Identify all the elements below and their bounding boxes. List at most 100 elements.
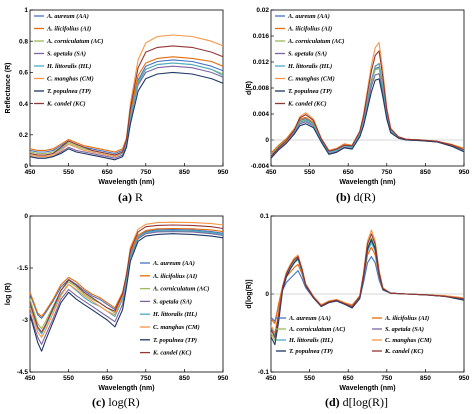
x-tick-label: 650 — [343, 169, 354, 176]
legend: A. aureum (AA) A. ilicifolius (AI) A. corn… — [275, 13, 345, 108]
series-line-2 — [270, 246, 465, 325]
panel-caption-text: log(R) — [105, 395, 139, 409]
chart-panel-4: 450 550 650 750 850 950 -0.1 0 0.1 Wavelength (nm… — [246, 213, 470, 409]
panel-caption-text: d[log(R)] — [340, 395, 388, 409]
legend-entry: C. manghas (CM) — [153, 324, 200, 331]
series-line-2 — [29, 56, 224, 153]
legend-entry: A. aureum (AA) — [287, 13, 330, 20]
series-line-4 — [29, 65, 224, 159]
y-axis-label: log (R) — [5, 283, 12, 305]
x-tick-label: 550 — [63, 375, 74, 382]
legend-entry: S. apetala (SA) — [153, 298, 192, 305]
series-line-8 — [29, 45, 224, 156]
legend-entry: H. littoralis (HL) — [46, 63, 91, 70]
x-tick-label: 450 — [25, 169, 36, 176]
series-line-5 — [29, 230, 224, 335]
x-tick-label: 550 — [63, 169, 74, 176]
legend-entry: H. littoralis (HL) — [152, 311, 197, 318]
x-tick-label: 850 — [179, 375, 190, 382]
legend-entry: A. ilicifolius (AI) — [384, 315, 429, 322]
y-tick-label: 0 — [24, 163, 28, 170]
series-line-7 — [270, 78, 465, 159]
x-axis-label: Wavelength (nm) — [339, 385, 395, 392]
series-line-1 — [29, 228, 224, 319]
legend-entry: S. apetala (SA) — [47, 51, 86, 58]
y-tick-label: -0.1 — [258, 369, 270, 376]
legend-entry: S. apetala (SA) — [288, 51, 327, 58]
legend: A. aureum (AA) A. ilicifolius (AI) A. corn… — [34, 13, 104, 108]
legend-entry: H. littoralis (HL) — [288, 337, 333, 344]
plot-frame — [29, 9, 224, 167]
y-tick-label: 0.016 — [253, 33, 270, 40]
panel-caption-letter: (a) — [118, 190, 132, 204]
chart-panel-3: 450 550 650 750 850 950 -4.5 -3 -1.5 0 Wavelength … — [5, 213, 229, 409]
panel-caption: (b) d(R) — [336, 190, 376, 204]
y-tick-label: 0.008 — [253, 85, 270, 92]
y-axis-label: Reflectance (R) — [5, 63, 12, 114]
legend-entry: S. apetala (SA) — [385, 326, 424, 333]
series-line-7 — [29, 233, 224, 352]
x-tick-label: 450 — [25, 375, 36, 382]
legend-entry: A. corniculatum (AC) — [288, 326, 346, 333]
y-axis-label: d[log(R)] — [246, 279, 253, 308]
legend-entry: A. aureum (AA) — [46, 13, 89, 20]
y-tick-label: 0 — [24, 213, 28, 220]
y-tick-label: 0.8 — [19, 38, 28, 45]
y-tick-label: -0.004 — [251, 163, 270, 170]
legend-entry: C. manghas (CM) — [288, 76, 335, 83]
y-tick-label: 1 — [24, 7, 28, 14]
legend-entry: A. ilicifolius (AI) — [152, 273, 197, 280]
x-tick-label: 450 — [266, 375, 277, 382]
x-tick-label: 750 — [140, 169, 151, 176]
x-tick-label: 450 — [266, 169, 277, 176]
y-tick-label: 0.2 — [19, 132, 28, 139]
panel-caption-letter: (d) — [325, 395, 340, 409]
legend-entry: A. ilicifolius (AI) — [287, 26, 332, 33]
x-axis-label: Wavelength (nm) — [339, 179, 395, 186]
y-tick-label: 0.6 — [19, 70, 28, 77]
x-tick-label: 950 — [459, 375, 470, 382]
legend-entry: T. populnea (TP) — [289, 348, 333, 355]
panel-caption: (c) log(R) — [92, 395, 140, 409]
panel-caption-text: R — [132, 190, 143, 204]
legend-entry: K. candel (KC) — [384, 348, 424, 355]
series-line-8 — [270, 50, 465, 157]
x-tick-label: 950 — [218, 169, 229, 176]
legend-entry: H. littoralis (HL) — [287, 63, 332, 70]
chart-panel-1: 450 550 650 750 850 950 0 0.2 0.4 0.6 0.8 1 Waveleng… — [5, 7, 229, 204]
y-tick-label: 0.004 — [253, 111, 270, 118]
series-line-6 — [29, 34, 224, 158]
y-tick-label: 0.02 — [256, 7, 269, 14]
legend: A. aureum (AA) A. ilicifolius (AI) A. corn… — [276, 315, 432, 355]
x-tick-label: 950 — [218, 375, 229, 382]
y-tick-label: -1.5 — [17, 265, 29, 272]
legend-entry: C. manghas (CM) — [385, 337, 432, 344]
x-tick-label: 550 — [304, 169, 315, 176]
x-tick-label: 750 — [381, 169, 392, 176]
series-line-7 — [29, 71, 224, 161]
x-tick-label: 650 — [343, 375, 354, 382]
y-tick-label: 0.4 — [19, 101, 28, 108]
legend-entry: K. candel (KC) — [152, 350, 192, 357]
y-tick-label: -3 — [22, 317, 28, 324]
legend-entry: T. populnea (TP) — [288, 88, 332, 95]
y-axis-label: d(R) — [246, 81, 253, 95]
series-line-6 — [29, 221, 224, 338]
x-tick-label: 850 — [420, 375, 431, 382]
legend-entry: A. corniculatum (AC) — [46, 38, 104, 45]
y-tick-label: 0 — [265, 291, 269, 298]
x-tick-label: 850 — [420, 169, 431, 176]
series-line-1 — [29, 59, 224, 155]
legend-entry: T. populnea (TP) — [47, 88, 91, 95]
legend: A. aureum (AA) A. ilicifolius (AI) A. corn… — [140, 260, 210, 357]
panel-caption: (d) d[log(R)] — [325, 395, 388, 409]
legend-entry: A. corniculatum (AC) — [287, 38, 345, 45]
series-line-8 — [270, 233, 465, 339]
chart-panel-2: 450 550 650 750 850 950 -0.004 0 0.004 0.008 0.012… — [246, 7, 470, 204]
y-tick-label: 0 — [265, 137, 269, 144]
panel-caption-text: d(R) — [351, 190, 376, 204]
x-tick-label: 650 — [102, 169, 113, 176]
x-axis-label: Wavelength (nm) — [98, 385, 154, 392]
legend-entry: A. ilicifolius (AI) — [46, 26, 91, 33]
